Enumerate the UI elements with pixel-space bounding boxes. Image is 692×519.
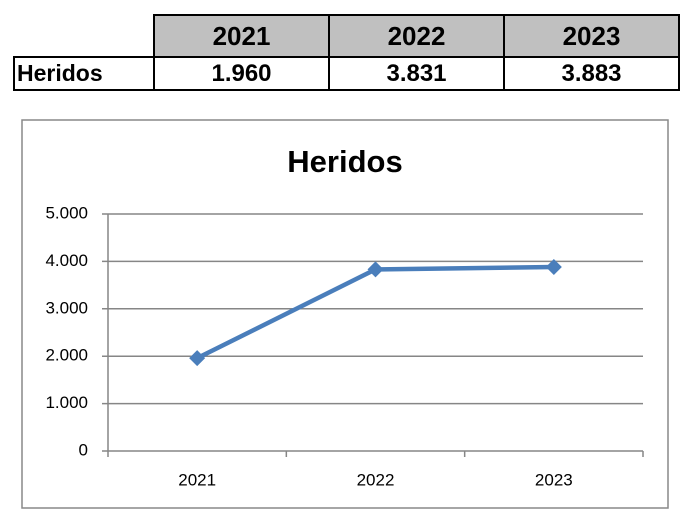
table-header: 2021 <box>153 14 330 58</box>
x-tick-label: 2023 <box>535 470 573 489</box>
table-header: 2022 <box>328 14 505 58</box>
table-cell: 3.883 <box>503 56 680 91</box>
table-cell: 1.960 <box>153 56 330 91</box>
y-tick-label: 2.000 <box>45 346 88 365</box>
table-corner <box>14 15 155 58</box>
data-point <box>545 258 562 275</box>
y-tick-label: 3.000 <box>45 298 88 317</box>
data-point <box>367 261 384 278</box>
y-tick-label: 0 <box>79 440 88 459</box>
x-tick-label: 2021 <box>178 470 216 489</box>
chart-frame <box>21 119 669 509</box>
data-line <box>196 264 554 361</box>
y-tick-label: 4.000 <box>45 251 88 270</box>
data-point <box>189 350 206 367</box>
x-tick-label: 2022 <box>357 470 395 489</box>
data-table: 2021 2022 2023 Heridos 1.960 3.831 3.883 <box>13 14 680 91</box>
y-tick-label: 1.000 <box>45 393 88 412</box>
chart-title: Heridos <box>287 144 402 179</box>
y-tick-label: 5.000 <box>45 203 88 222</box>
row-label: Heridos <box>13 56 155 91</box>
table-header: 2023 <box>503 14 680 58</box>
table-cell: 3.831 <box>328 56 505 91</box>
